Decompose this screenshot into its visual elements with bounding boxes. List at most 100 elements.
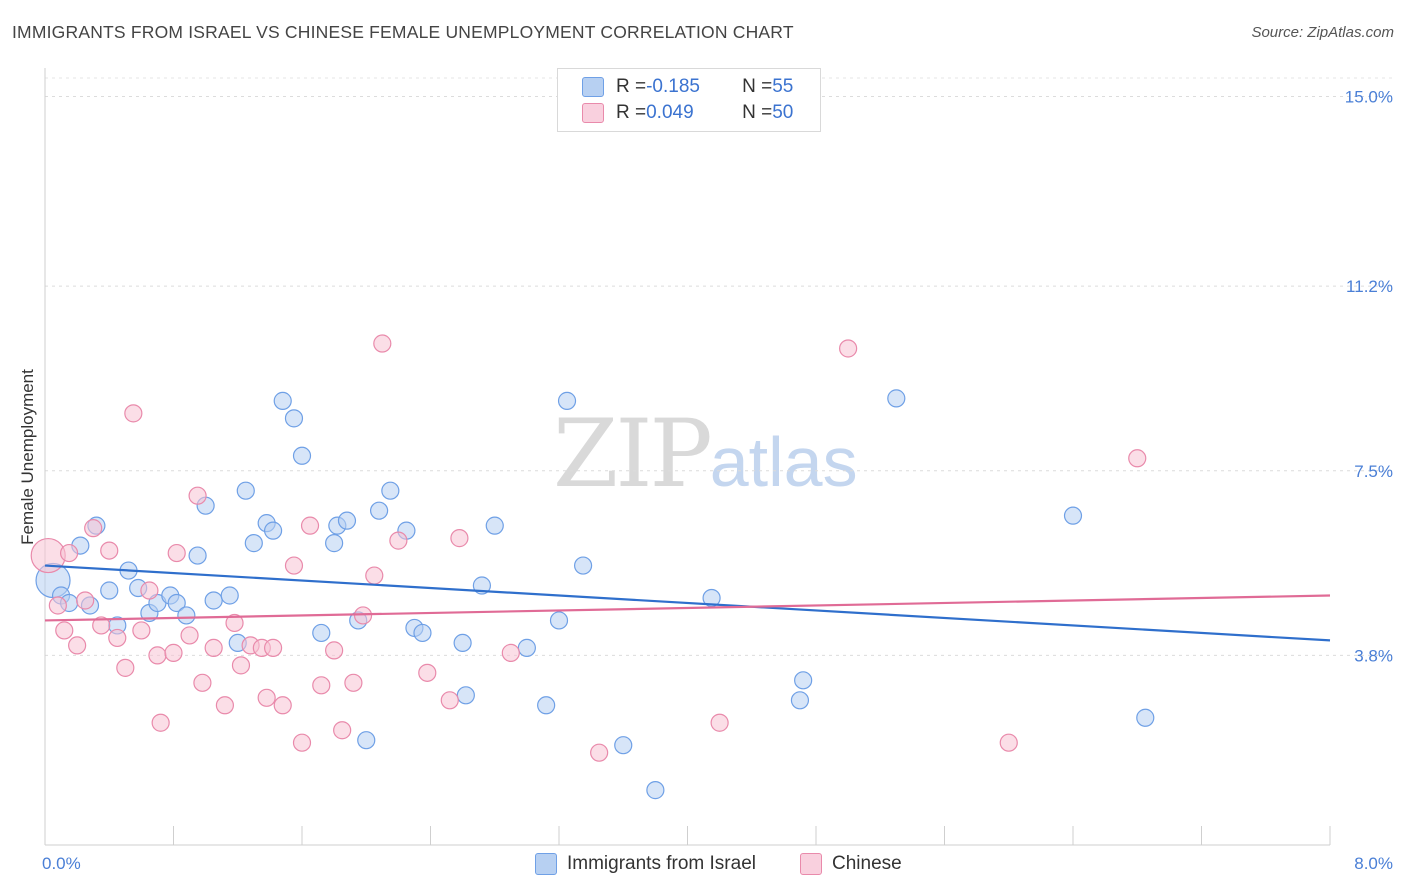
legend-r-value: -0.185 — [646, 76, 700, 97]
point-israel — [557, 391, 577, 410]
point-israel — [177, 606, 196, 625]
point-chinese — [257, 688, 276, 707]
point-israel — [413, 623, 432, 643]
legend-swatch-israel — [582, 77, 604, 97]
point-chinese — [710, 713, 729, 732]
point-chinese — [108, 628, 127, 648]
point-chinese — [193, 673, 212, 692]
watermark-zip: ZIP — [553, 400, 713, 509]
point-israel — [794, 671, 813, 690]
bottom-legend-israel: Immigrants from Israel — [535, 852, 756, 876]
bottom-legend-swatch-chinese — [800, 853, 822, 875]
legend-n-label: N = — [742, 102, 773, 123]
point-chinese — [59, 543, 79, 563]
point-israel — [204, 591, 223, 610]
point-israel — [357, 731, 376, 750]
point-israel — [337, 511, 357, 530]
point-chinese — [450, 529, 469, 548]
point-chinese — [284, 556, 304, 575]
tick-labels: 3.8% 7.5% 11.2% 15.0% 0.0% 8.0% Female Unemplo… — [18, 88, 1393, 874]
point-israel — [167, 593, 186, 613]
point-chinese — [292, 733, 312, 752]
legend-row-chinese: R = 0.049 N = 50 — [582, 101, 793, 125]
legend-n-label: N = — [742, 76, 773, 97]
trend-line-israel — [44, 564, 1331, 642]
point-chinese — [273, 696, 292, 715]
trend-line-chinese — [44, 594, 1331, 622]
point-chinese — [325, 641, 344, 660]
point-israel — [370, 501, 389, 520]
point-chinese — [180, 626, 199, 645]
point-chinese — [92, 616, 111, 635]
point-chinese — [333, 721, 352, 740]
point-israel — [887, 389, 906, 408]
point-israel — [485, 516, 504, 535]
point-chinese — [839, 339, 858, 358]
point-israel — [573, 556, 593, 575]
point-chinese — [225, 613, 244, 633]
point-chinese — [140, 581, 159, 600]
point-chinese — [124, 404, 143, 423]
point-israel — [312, 623, 331, 643]
point-israel — [236, 481, 255, 500]
chart-title: IMMIGRANTS FROM ISRAEL VS CHINESE FEMALE… — [12, 22, 794, 42]
point-israel — [646, 781, 665, 800]
point-chinese — [373, 334, 392, 353]
y-tick-label: 11.2% — [1346, 277, 1393, 296]
y-tick-label: 3.8% — [1354, 646, 1393, 665]
point-chinese — [48, 596, 67, 615]
point-chinese — [164, 643, 183, 662]
axes — [44, 68, 1331, 846]
legend-r-value: 0.049 — [646, 102, 694, 123]
point-israel — [244, 534, 263, 553]
point-chinese — [231, 656, 251, 675]
trend-lines — [44, 564, 1331, 642]
point-chinese — [76, 591, 95, 610]
point-chinese — [215, 696, 234, 715]
point-chinese — [590, 743, 609, 762]
point-chinese — [440, 691, 459, 710]
point-israel — [273, 391, 292, 410]
point-chinese — [188, 486, 207, 505]
point-chinese — [389, 531, 408, 550]
legend-r-label: R = — [616, 102, 647, 123]
point-chinese — [167, 543, 186, 563]
point-israel — [1136, 708, 1155, 727]
point-israel — [456, 686, 475, 705]
x-tick-label: 0.0% — [42, 854, 81, 873]
legend-n-value: 55 — [772, 76, 794, 97]
point-chinese — [1128, 449, 1147, 468]
point-chinese — [68, 636, 87, 655]
point-chinese — [501, 643, 520, 662]
point-israel — [325, 534, 344, 553]
correlation-legend: R = -0.185 N = 55 R = 0.049 N = 50 — [557, 68, 821, 132]
point-israel — [381, 481, 400, 500]
point-chinese — [100, 541, 119, 560]
point-israel — [537, 696, 556, 715]
bottom-legend-chinese: Chinese — [800, 852, 902, 876]
data-points — [30, 334, 1155, 800]
point-chinese — [999, 733, 1018, 752]
watermark: ZIPatlas — [553, 400, 858, 509]
point-chinese — [204, 638, 223, 657]
point-chinese — [116, 658, 135, 677]
point-chinese — [55, 621, 74, 640]
point-chinese — [365, 566, 384, 585]
point-chinese — [312, 676, 331, 695]
legend-row-israel: R = -0.185 N = 55 — [582, 75, 793, 99]
watermark-atlas: atlas — [709, 423, 858, 501]
point-chinese — [344, 673, 363, 692]
point-israel — [263, 521, 283, 540]
point-chinese — [418, 663, 437, 682]
point-israel — [517, 638, 536, 657]
point-israel — [1063, 506, 1083, 525]
point-israel — [284, 409, 304, 428]
point-chinese — [148, 646, 167, 665]
legend-r-label: R = — [616, 76, 647, 97]
x-tick-label: 8.0% — [1354, 854, 1393, 873]
point-israel — [220, 586, 239, 605]
bottom-legend-label-israel: Immigrants from Israel — [567, 853, 756, 874]
point-chinese — [263, 638, 283, 657]
point-israel — [790, 691, 810, 710]
bottom-legend-swatch-israel — [535, 853, 557, 875]
